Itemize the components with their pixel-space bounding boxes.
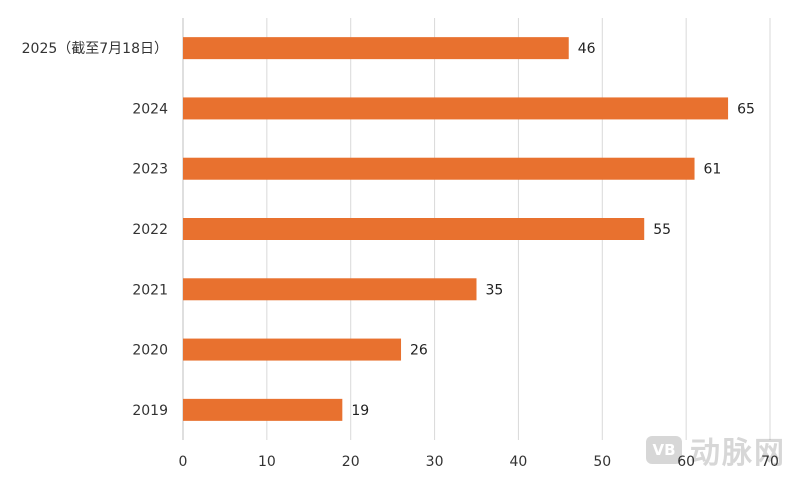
bar [183, 37, 569, 60]
x-tick-label: 40 [510, 454, 528, 470]
x-tick-label: 60 [677, 454, 695, 470]
category-label: 2025（截至7月18日） [22, 41, 168, 57]
value-label: 26 [410, 343, 428, 359]
value-label: 55 [653, 222, 671, 238]
category-label: 2019 [132, 403, 168, 419]
bar [183, 218, 645, 240]
watermark-logo: VB 动脉网 [646, 428, 786, 472]
bar [183, 97, 729, 120]
bar [183, 398, 343, 421]
x-tick-label: 20 [342, 454, 360, 470]
x-tick-label: 30 [426, 454, 444, 470]
value-label: 19 [351, 403, 369, 419]
x-tick-label: 0 [179, 454, 188, 470]
category-label: 2023 [132, 162, 168, 178]
value-label: 61 [704, 162, 722, 178]
x-tick-label: 50 [593, 454, 611, 470]
category-label: 2020 [132, 343, 168, 359]
watermark-text: 动脉网 [690, 436, 786, 471]
category-labels: 2025（截至7月18日） 2024 2023 2022 2021 2020 2019 [22, 41, 168, 419]
bar [183, 338, 402, 361]
x-tick-labels: 0 10 20 30 40 50 60 70 [179, 454, 779, 470]
x-tick-label: 70 [761, 454, 779, 470]
bar [183, 278, 477, 301]
watermark-badge-icon: VB [646, 436, 682, 464]
category-label: 2024 [132, 101, 168, 117]
value-label: 65 [737, 101, 755, 117]
bar [183, 157, 695, 180]
category-label: 2022 [132, 222, 168, 238]
category-label: 2021 [132, 282, 168, 298]
value-label: 35 [486, 282, 504, 298]
value-labels: 46 65 61 55 35 26 19 [351, 41, 755, 419]
bars [183, 37, 729, 421]
value-label: 46 [578, 41, 596, 57]
x-tick-label: 10 [258, 454, 276, 470]
